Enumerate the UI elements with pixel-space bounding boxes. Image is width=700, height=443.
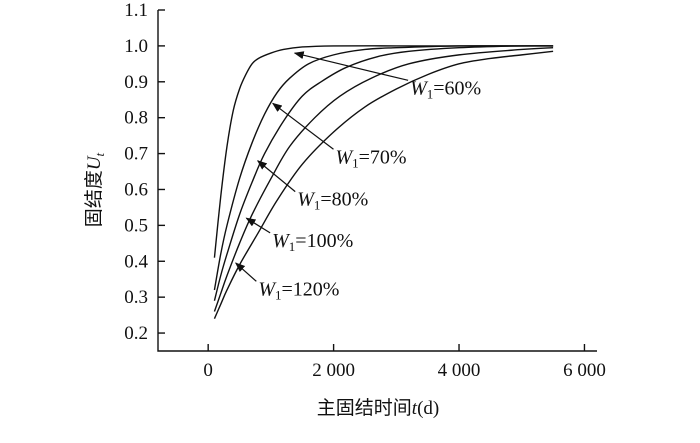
x-tick-label: 4 000 (438, 360, 481, 381)
y-tick-label: 0.3 (124, 287, 148, 308)
x-tick-label: 0 (203, 360, 213, 381)
annotation-arrow (271, 102, 334, 150)
x-axis-title-unit: (d) (417, 398, 439, 419)
y-tick-label: 0.5 (124, 215, 148, 236)
annotation-var: W (410, 77, 429, 99)
y-tick-label: 0.9 (124, 72, 148, 93)
annotation-arrow (293, 51, 409, 81)
x-tick-label: 2 000 (312, 360, 355, 381)
axis-labels: 固结度Ut 主固结时间t(d) (83, 152, 439, 419)
annotation-label: W1=80% (297, 189, 368, 213)
annotations: W1=60%W1=70%W1=80%W1=100%W1=120% (235, 51, 481, 302)
curves (213, 45, 554, 319)
annotation-arrow (256, 160, 296, 193)
axis-frame (157, 10, 597, 352)
annotation-var: W (258, 278, 277, 300)
x-axis-title-var: t (412, 398, 418, 419)
annotation-label: W1=100% (272, 230, 353, 254)
annotation-sub: 1 (352, 155, 359, 170)
x-tick-label: 6 000 (563, 360, 606, 381)
annotation-sub: 1 (427, 86, 434, 101)
annotation-value: =60% (433, 77, 481, 99)
annotation-label: W1=120% (258, 278, 339, 302)
axes: 0.2 0.3 0.4 0.5 0.6 0.7 0.8 0.9 1.0 1.1 0 2 000 4 00… (124, 0, 606, 381)
series-line (213, 50, 554, 319)
annotation-arrow (245, 217, 271, 234)
y-axis-title-var: U (84, 155, 105, 170)
series-line (213, 45, 554, 291)
annotation-label: W1=60% (410, 77, 481, 101)
annotation-value: =100% (295, 230, 353, 252)
y-tick-label: 0.2 (124, 323, 148, 344)
y-tick-label: 0.4 (124, 251, 148, 272)
annotation-var: W (335, 146, 354, 168)
y-axis-title-sub: t (92, 152, 107, 156)
annotation-value: =80% (320, 189, 368, 211)
series-line (213, 45, 554, 301)
y-axis-title-text: 固结度 (83, 170, 105, 227)
annotation-arrow (235, 262, 257, 282)
annotation-sub: 1 (289, 239, 296, 254)
x-axis-title: 主固结时间t(d) (317, 397, 439, 419)
annotation-value: =70% (359, 146, 407, 168)
annotation-var: W (297, 189, 316, 211)
y-tick-label: 0.8 (124, 108, 148, 129)
annotation-value: =120% (282, 278, 340, 300)
annotation-sub: 1 (275, 287, 282, 302)
series-line (213, 45, 554, 258)
annotation-label: W1=70% (335, 146, 406, 170)
y-tick-label: 1.1 (124, 0, 148, 21)
series-line (213, 46, 554, 312)
y-tick-label: 0.7 (124, 144, 148, 165)
annotation-sub: 1 (314, 198, 321, 213)
y-tick-label: 1.0 (124, 36, 148, 57)
x-axis-title-text: 主固结时间 (317, 397, 412, 419)
y-tick-label: 0.6 (124, 179, 148, 200)
y-axis-title: 固结度Ut (83, 152, 107, 227)
annotation-var: W (272, 230, 291, 252)
